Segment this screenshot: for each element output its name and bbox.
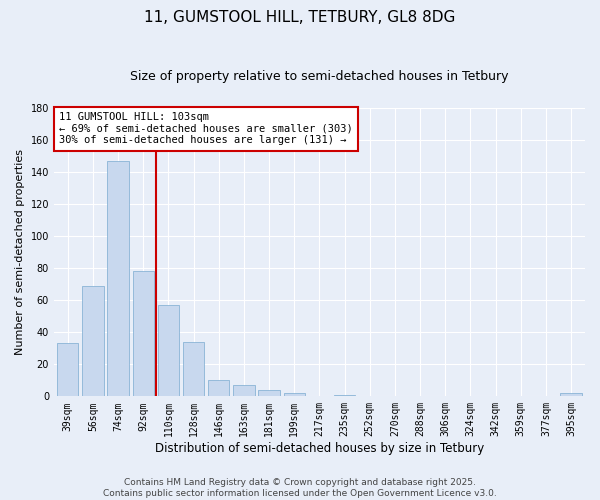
Bar [284, 393, 305, 396]
Bar [233, 385, 254, 396]
Bar [107, 160, 129, 396]
Bar [133, 272, 154, 396]
Bar [183, 342, 205, 396]
Bar [560, 393, 582, 396]
Title: Size of property relative to semi-detached houses in Tetbury: Size of property relative to semi-detach… [130, 70, 509, 83]
Bar [259, 390, 280, 396]
Bar [158, 305, 179, 396]
Text: 11 GUMSTOOL HILL: 103sqm
← 69% of semi-detached houses are smaller (303)
30% of : 11 GUMSTOOL HILL: 103sqm ← 69% of semi-d… [59, 112, 353, 146]
Bar [57, 344, 79, 396]
X-axis label: Distribution of semi-detached houses by size in Tetbury: Distribution of semi-detached houses by … [155, 442, 484, 455]
Bar [334, 394, 355, 396]
Bar [82, 286, 104, 397]
Y-axis label: Number of semi-detached properties: Number of semi-detached properties [15, 149, 25, 355]
Text: Contains HM Land Registry data © Crown copyright and database right 2025.
Contai: Contains HM Land Registry data © Crown c… [103, 478, 497, 498]
Bar [208, 380, 229, 396]
Text: 11, GUMSTOOL HILL, TETBURY, GL8 8DG: 11, GUMSTOOL HILL, TETBURY, GL8 8DG [145, 10, 455, 25]
